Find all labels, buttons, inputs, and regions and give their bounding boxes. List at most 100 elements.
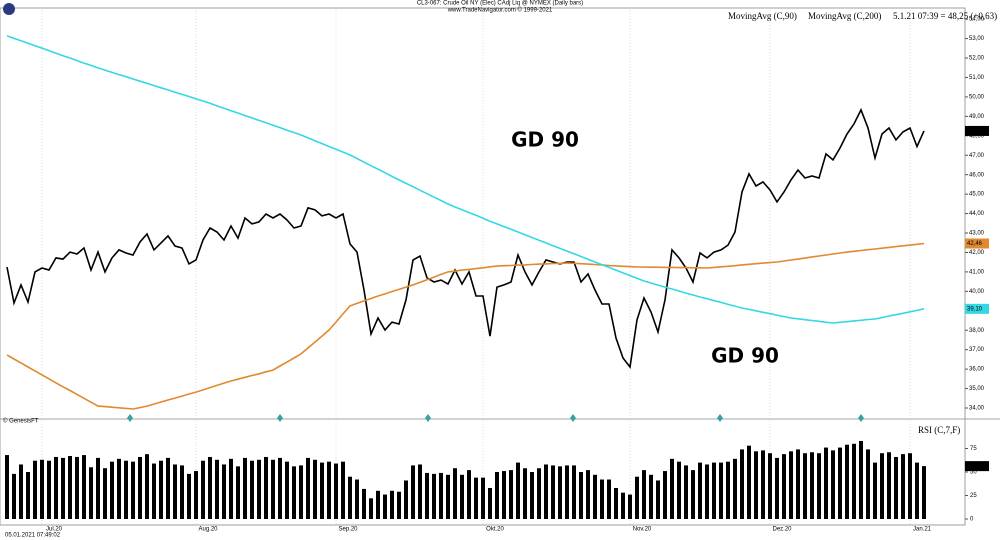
bar <box>222 464 226 519</box>
status: 5.1.21 07:39 = 48,25 (+0,63) <box>893 11 997 21</box>
bar <box>26 472 30 519</box>
annotation: GD 90 <box>711 344 779 368</box>
bar <box>334 463 338 519</box>
value-tag-label: 48,25 <box>967 129 983 135</box>
y-tick-label: 44,00 <box>969 211 985 217</box>
bar <box>103 468 107 519</box>
y-tick-label: 43,00 <box>969 231 985 237</box>
bar <box>341 461 345 519</box>
bar <box>824 447 828 519</box>
bar <box>614 487 618 519</box>
bar <box>488 487 492 519</box>
y-tick-label: 50,00 <box>969 94 985 100</box>
bar <box>600 479 604 519</box>
bar <box>96 457 100 519</box>
bar <box>271 459 275 519</box>
bar <box>404 480 408 519</box>
bar <box>313 459 317 519</box>
plot-frame <box>0 7 966 526</box>
bar <box>453 468 457 519</box>
bar <box>432 473 436 519</box>
bar <box>852 443 856 519</box>
value-tag <box>965 303 989 314</box>
bar <box>887 452 891 519</box>
bar <box>264 456 268 519</box>
y-tick-label: 54,00 <box>969 17 985 23</box>
bar <box>460 474 464 519</box>
bar <box>411 465 415 519</box>
bar <box>586 470 590 519</box>
bar <box>439 472 443 519</box>
bar <box>551 465 555 519</box>
y-tick-label: 41,00 <box>969 269 985 275</box>
bar <box>425 472 429 519</box>
bar <box>383 494 387 519</box>
bar <box>376 490 380 519</box>
y-tick-label: 35,00 <box>969 386 985 392</box>
bar <box>348 476 352 519</box>
bar <box>33 460 37 519</box>
bar <box>397 491 401 519</box>
bar <box>838 447 842 519</box>
bar <box>327 461 331 519</box>
bar <box>530 472 534 519</box>
bar <box>194 471 198 519</box>
bar <box>110 461 114 519</box>
y-tick-label: 75 <box>970 446 977 452</box>
x-tick-label: Nov.20 <box>633 527 652 533</box>
y-tick-label: 49,00 <box>969 114 985 120</box>
y-tick-label: 48,00 <box>969 133 985 139</box>
bar <box>859 440 863 519</box>
chart-title: CL3-067: Crude Oil NY (Elec) CAdj Liq @ … <box>417 1 583 7</box>
bar <box>768 453 772 519</box>
bar <box>866 449 870 519</box>
bar <box>845 444 849 519</box>
bar <box>782 454 786 519</box>
bar <box>880 453 884 519</box>
bar <box>544 464 548 519</box>
bar <box>208 456 212 519</box>
bar <box>257 459 261 519</box>
bar <box>306 457 310 519</box>
bar <box>579 472 583 519</box>
y-tick-label: 51,00 <box>969 75 985 81</box>
rsi-title: RSI (C,7,F) <box>918 425 960 435</box>
x-tick-label: Dez.20 <box>772 527 792 533</box>
bar <box>894 456 898 519</box>
bar <box>593 474 597 519</box>
y-tick-label: 46,00 <box>969 172 985 178</box>
bar <box>796 449 800 519</box>
value-tag <box>965 461 989 472</box>
bar <box>180 465 184 519</box>
y-tick-label: 52,00 <box>969 56 985 62</box>
bar <box>145 454 149 519</box>
annotation: GD 90 <box>511 128 579 152</box>
bar <box>285 461 289 519</box>
y-tick-label: 25 <box>970 493 977 499</box>
bar <box>509 470 513 519</box>
bar <box>523 468 527 519</box>
series-line <box>6 35 925 324</box>
bar <box>761 450 765 519</box>
bar <box>138 456 142 519</box>
value-tag-label: 42,46 <box>967 241 983 247</box>
y-tick-label: 40,00 <box>969 289 985 295</box>
bar <box>642 470 646 519</box>
bar <box>40 459 44 519</box>
x-tick-label: Sep.20 <box>338 527 358 533</box>
bar <box>369 498 373 519</box>
x-tick-label: Aug.20 <box>198 527 218 533</box>
y-tick-label: 45,00 <box>969 192 985 198</box>
bar <box>726 461 730 519</box>
bar <box>166 457 170 519</box>
bar <box>656 480 660 519</box>
bar <box>187 473 191 519</box>
bar <box>670 458 674 519</box>
y-tick-label: 50 <box>970 470 977 476</box>
y-tick-label: 36,00 <box>969 367 985 373</box>
bar <box>355 479 359 519</box>
bar <box>607 479 611 519</box>
y-tick-label: 47,00 <box>969 153 985 159</box>
bar <box>229 458 233 519</box>
bar <box>754 451 758 519</box>
